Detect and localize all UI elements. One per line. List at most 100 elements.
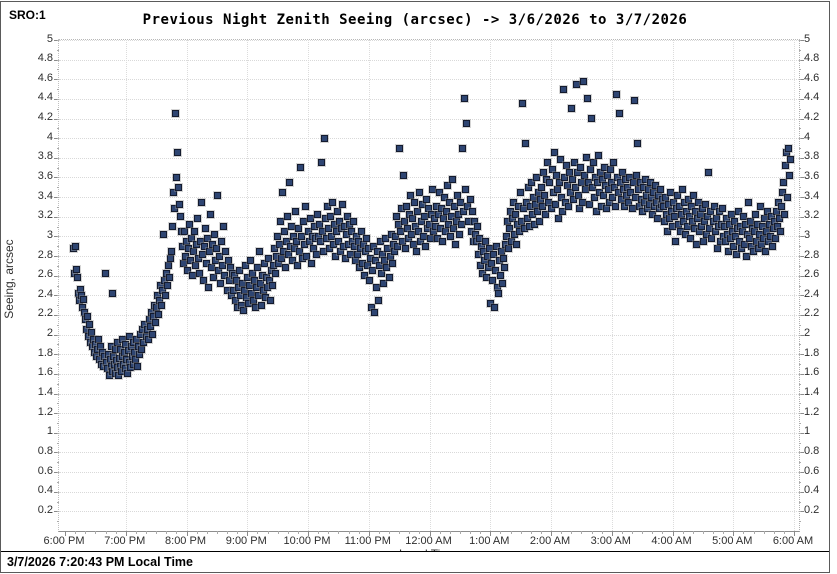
data-point bbox=[554, 215, 562, 223]
x-tick-minor bbox=[763, 531, 765, 534]
data-point bbox=[607, 166, 615, 174]
y-tick-right bbox=[799, 373, 804, 375]
y-tick-label: 2.2 bbox=[37, 307, 53, 320]
data-point bbox=[463, 119, 471, 127]
x-tick-minor bbox=[632, 531, 633, 534]
x-tick-minor bbox=[601, 531, 603, 534]
y-tick-minor bbox=[57, 49, 59, 51]
y-tick-minor bbox=[799, 403, 801, 405]
x-tick-label: 10:00 PM bbox=[283, 535, 331, 547]
data-point bbox=[739, 213, 747, 221]
x-tick-minor bbox=[318, 531, 320, 534]
x-tick-minor bbox=[713, 531, 714, 534]
data-point bbox=[192, 262, 200, 270]
y-tick-minor bbox=[57, 344, 59, 346]
data-point bbox=[449, 175, 457, 183]
data-point bbox=[303, 252, 311, 260]
x-tick-minor bbox=[328, 531, 330, 534]
data-point bbox=[289, 257, 297, 265]
data-point bbox=[486, 299, 494, 307]
data-point bbox=[248, 270, 256, 278]
y-tick-label: 3 bbox=[46, 228, 53, 241]
data-point bbox=[186, 221, 194, 229]
x-tick-minor bbox=[287, 531, 289, 534]
y-tick-minor bbox=[57, 334, 59, 336]
x-tick-label: 4:00 AM bbox=[651, 535, 692, 547]
data-point bbox=[189, 272, 197, 280]
y-tick-minor bbox=[799, 265, 801, 267]
y-tick-right bbox=[799, 472, 804, 474]
data-point bbox=[448, 213, 456, 221]
data-point bbox=[575, 205, 583, 213]
data-point bbox=[175, 201, 183, 209]
data-point bbox=[427, 234, 434, 242]
y-tick-minor bbox=[57, 197, 59, 199]
data-point bbox=[144, 336, 152, 343]
data-point bbox=[777, 227, 785, 235]
data-point bbox=[732, 250, 740, 258]
data-point bbox=[184, 267, 191, 275]
y-tick-minor bbox=[799, 59, 801, 61]
y-tick-label: 3.2 bbox=[804, 209, 820, 222]
data-point bbox=[297, 164, 305, 172]
data-point bbox=[589, 183, 596, 191]
data-point bbox=[700, 237, 708, 245]
data-point bbox=[566, 188, 574, 196]
y-tick-label: 2 bbox=[804, 327, 811, 340]
data-point bbox=[83, 313, 91, 321]
y-tick-minor bbox=[799, 148, 801, 150]
y-tick-minor bbox=[799, 481, 801, 483]
data-point bbox=[450, 225, 458, 233]
y-tick-right bbox=[799, 393, 804, 395]
y-tick-minor bbox=[57, 422, 59, 424]
data-point bbox=[252, 283, 260, 291]
data-point bbox=[687, 234, 695, 242]
data-point bbox=[102, 270, 109, 278]
data-point bbox=[333, 208, 341, 216]
y-tick-label: 1.4 bbox=[804, 386, 820, 399]
data-point bbox=[306, 215, 314, 223]
x-tick-minor bbox=[146, 531, 147, 534]
data-point bbox=[195, 254, 203, 262]
data-point bbox=[745, 234, 753, 242]
data-point bbox=[245, 282, 253, 289]
y-tick-minor bbox=[57, 393, 59, 395]
v-gridline bbox=[308, 40, 309, 531]
data-point bbox=[565, 169, 573, 177]
y-tick-minor bbox=[799, 472, 801, 474]
data-point bbox=[752, 211, 760, 219]
h-gridline bbox=[59, 413, 799, 415]
y-tick-right bbox=[799, 177, 804, 179]
data-point bbox=[347, 250, 355, 258]
x-tick-minor bbox=[439, 531, 441, 534]
y-tick-label: 1 bbox=[46, 425, 53, 438]
x-tick-minor bbox=[652, 531, 654, 534]
y-tick-minor bbox=[799, 128, 801, 130]
y-tick-left bbox=[54, 157, 59, 159]
data-point bbox=[633, 139, 641, 147]
x-tick-minor bbox=[692, 531, 694, 534]
y-tick-right bbox=[799, 79, 804, 81]
data-point bbox=[544, 159, 552, 167]
status-text: 3/7/2026 7:20:43 PM Local Time bbox=[7, 555, 193, 569]
data-point bbox=[499, 254, 507, 262]
y-tick-left bbox=[54, 432, 59, 434]
y-tick-label: 3.2 bbox=[37, 209, 53, 222]
data-point bbox=[629, 178, 637, 186]
y-tick-minor bbox=[57, 157, 59, 159]
data-point bbox=[315, 221, 323, 229]
data-point bbox=[126, 333, 134, 341]
data-point bbox=[179, 260, 187, 268]
data-point bbox=[420, 213, 428, 221]
data-point bbox=[781, 211, 789, 219]
y-tick-label: 4.4 bbox=[37, 91, 53, 104]
h-gridline bbox=[59, 157, 799, 159]
y-tick-right bbox=[799, 98, 804, 100]
data-point bbox=[447, 232, 455, 240]
data-point bbox=[562, 162, 570, 170]
data-point bbox=[79, 295, 87, 303]
x-tick-minor bbox=[156, 531, 158, 534]
y-tick-label: 3.8 bbox=[804, 150, 820, 163]
y-tick-label: 2.2 bbox=[804, 307, 820, 320]
y-tick-right bbox=[799, 413, 804, 415]
